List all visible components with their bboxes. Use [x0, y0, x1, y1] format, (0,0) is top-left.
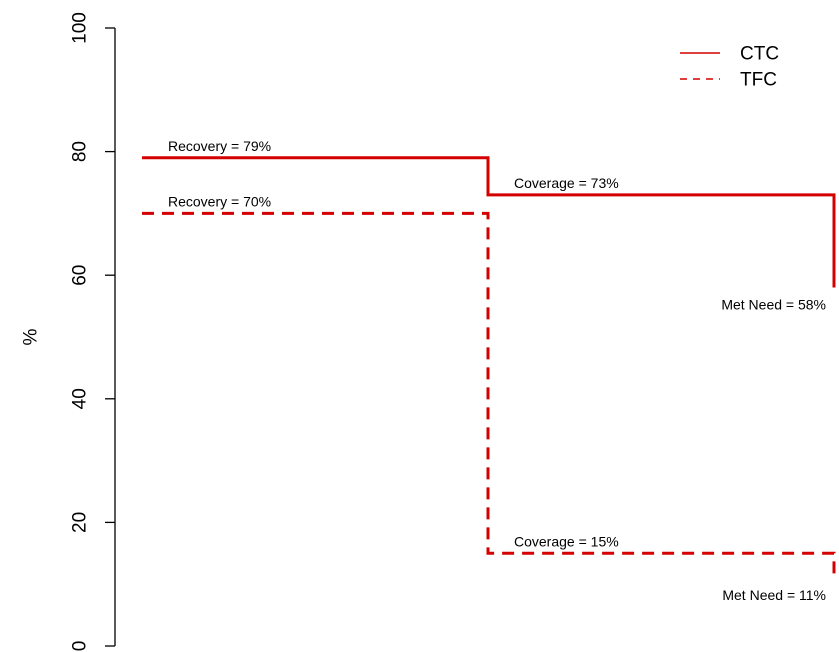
series-line-tfc [142, 211, 836, 579]
legend-label-ctc: CTC [740, 44, 779, 65]
series-layer [142, 156, 836, 579]
data-label-ctc-coverage: Coverage = 73% [514, 175, 619, 191]
legend-label-tfc: TFC [740, 70, 777, 91]
data-label-ctc-recovery: Recovery = 79% [168, 138, 271, 154]
y-tick-label: 80 [70, 141, 91, 162]
y-tick-label: 0 [70, 641, 91, 652]
series-line-ctc [142, 156, 836, 288]
y-tick-label: 60 [70, 265, 91, 286]
y-tick-label: 100 [70, 12, 91, 44]
data-label-tfc-recovery: Recovery = 70% [168, 193, 271, 209]
legend: CTC TFC [680, 44, 779, 91]
annotation-layer: Recovery = 79% Coverage = 73% Met Need = 5… [168, 138, 826, 603]
y-axis-title: % [21, 328, 42, 345]
data-label-ctc-met-need: Met Need = 58% [721, 297, 826, 313]
data-label-tfc-coverage: Coverage = 15% [514, 533, 619, 549]
data-label-tfc-met-need: Met Need = 11% [722, 587, 826, 603]
y-axis: 0 20 40 60 80 100 [70, 12, 116, 652]
y-tick-label: 40 [70, 388, 91, 409]
y-tick-label: 20 [70, 512, 91, 533]
